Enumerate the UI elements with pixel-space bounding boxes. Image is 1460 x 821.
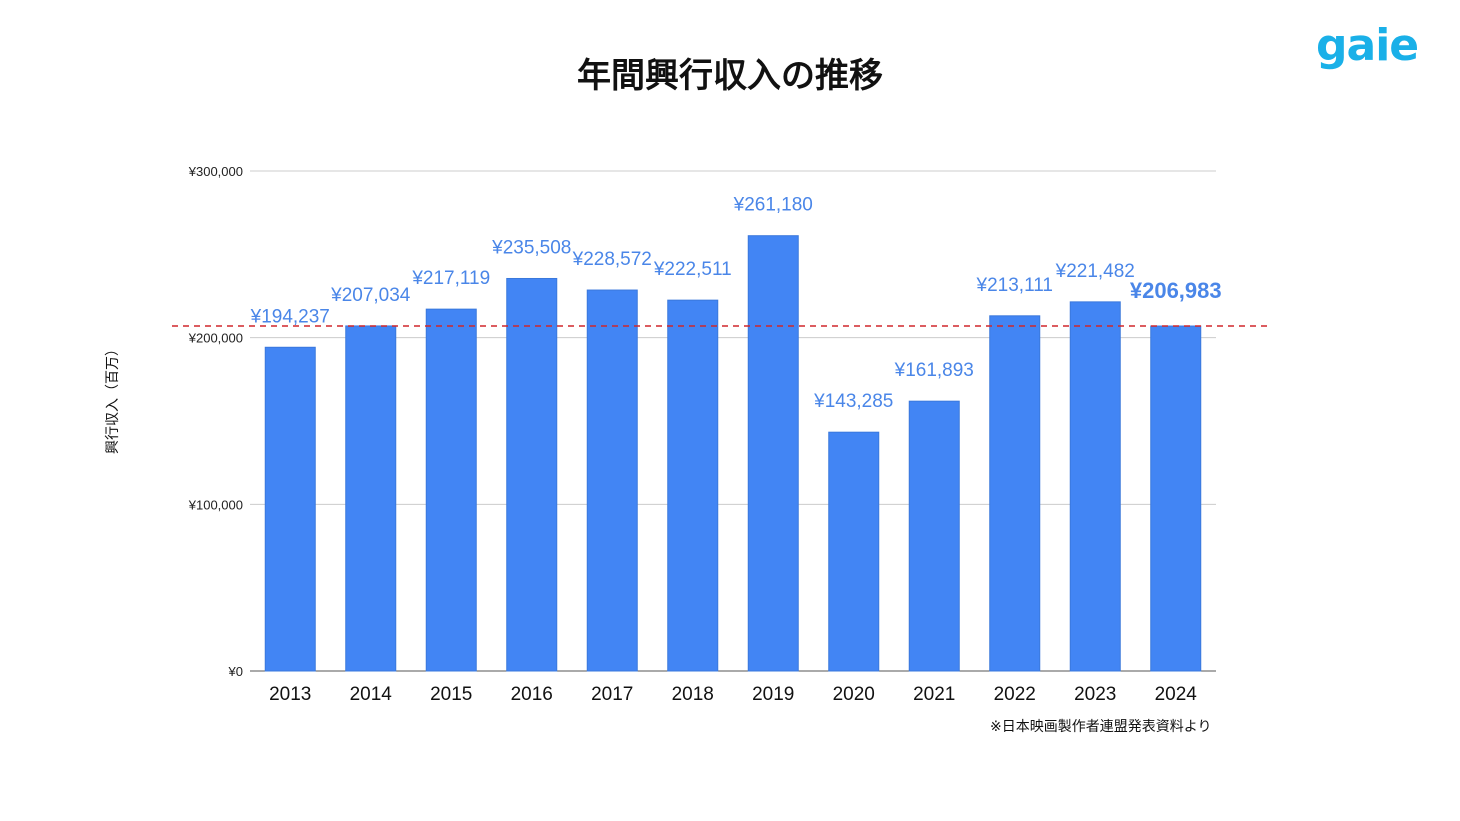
- data-label-2024: ¥206,983: [1130, 278, 1222, 303]
- x-tick-label: 2014: [350, 684, 393, 705]
- x-tick-label: 2015: [430, 684, 472, 705]
- y-tick-label: ¥300,000: [188, 164, 243, 179]
- bar-2015: [425, 308, 477, 672]
- x-tick-label: 2019: [752, 684, 794, 705]
- data-label-2018: ¥222,511: [653, 259, 732, 280]
- y-tick-label: ¥0: [228, 664, 243, 679]
- x-tick-label: 2016: [511, 684, 553, 705]
- bar-2019: [747, 235, 799, 672]
- y-tick-label: ¥100,000: [188, 497, 243, 512]
- bar-2016: [506, 277, 558, 672]
- source-note: ※日本映画製作者連盟発表資料より: [990, 719, 1212, 735]
- x-tick-label: 2021: [913, 684, 955, 705]
- x-tick-label: 2023: [1074, 684, 1116, 705]
- x-tick-label: 2018: [672, 684, 714, 705]
- bar-2017: [586, 289, 638, 672]
- bar-2022: [989, 315, 1041, 672]
- data-label-2019: ¥261,180: [733, 195, 813, 216]
- bar-2024: [1150, 325, 1202, 672]
- data-label-2015: ¥217,119: [411, 268, 490, 289]
- chart-title: 年間興行収入の推移: [577, 56, 883, 96]
- x-tick-label: 2013: [269, 684, 311, 705]
- x-tick-label: 2024: [1155, 684, 1198, 705]
- bar-2021: [908, 400, 960, 672]
- bar-2014: [345, 325, 397, 672]
- data-label-2021: ¥161,893: [894, 360, 974, 381]
- data-label-2023: ¥221,482: [1055, 261, 1135, 282]
- data-label-2014: ¥207,034: [330, 285, 411, 306]
- data-label-2022: ¥213,111: [976, 275, 1053, 296]
- data-label-2020: ¥143,285: [813, 391, 893, 412]
- data-label-2013: ¥194,237: [250, 306, 330, 327]
- data-label-2017: ¥228,572: [572, 249, 652, 270]
- x-tick-label: 2022: [994, 684, 1036, 705]
- bar-2023: [1069, 301, 1121, 672]
- x-tick-label: 2017: [591, 684, 633, 705]
- bar-2013: [264, 346, 316, 672]
- bar-2018: [667, 299, 719, 672]
- bar-2020: [828, 431, 880, 672]
- x-tick-label: 2020: [833, 684, 875, 705]
- y-tick-label: ¥200,000: [188, 331, 243, 346]
- data-label-2016: ¥235,508: [491, 237, 571, 258]
- gaie-logo: gaie: [1316, 20, 1419, 71]
